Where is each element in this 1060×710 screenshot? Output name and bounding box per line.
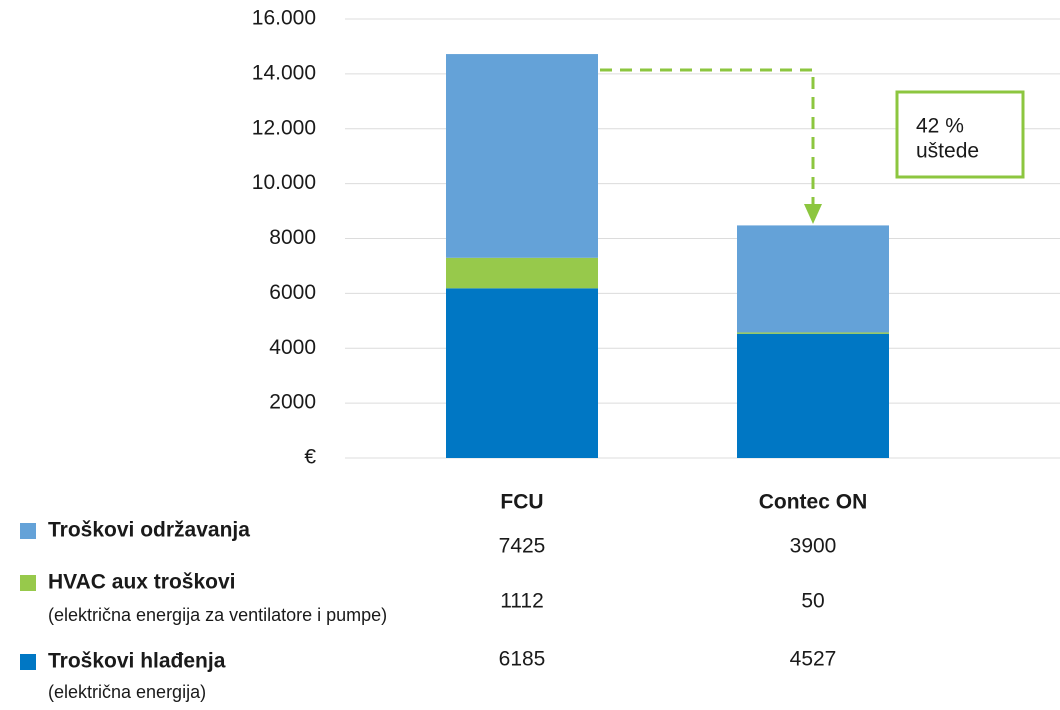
y-tick-label: 14.000 — [252, 61, 316, 84]
y-tick-label: 8000 — [269, 226, 316, 249]
annotation: 42 % — [916, 115, 964, 138]
bar-segment — [737, 225, 889, 333]
table-value: 3900 — [790, 535, 837, 558]
annotation: uštede — [916, 140, 979, 163]
table-value: 1112 — [500, 590, 544, 613]
y-tick-label: 2000 — [269, 391, 316, 414]
legend-swatch — [20, 654, 36, 670]
legend-swatch — [20, 523, 36, 539]
y-tick-label: 10.000 — [252, 171, 316, 194]
y-tick-label: 6000 — [269, 281, 316, 304]
bar-segment — [446, 54, 598, 258]
table-value: 50 — [801, 590, 824, 613]
bar-segment — [446, 257, 598, 289]
arrow-head — [804, 204, 822, 224]
legend-label: Troškovi hlađenja — [48, 650, 226, 673]
category-label: FCU — [500, 491, 543, 514]
bar-segment — [737, 333, 889, 458]
legend-note: (električna energija za ventilatore i pu… — [48, 605, 387, 625]
bar-segment — [737, 332, 889, 334]
table-value: 4527 — [790, 648, 837, 671]
category-label: Contec ON — [759, 491, 868, 514]
legend-swatch — [20, 575, 36, 591]
legend-note: (električna energija) — [48, 682, 206, 702]
y-tick-label: 16.000 — [252, 7, 316, 30]
annotation-box — [895, 90, 1025, 179]
savings-arrow — [600, 68, 815, 208]
y-tick-label: 12.000 — [252, 116, 316, 139]
legend-label: HVAC aux troškovi — [48, 571, 236, 594]
table-value: 6185 — [499, 648, 546, 671]
table-value: 7425 — [499, 535, 546, 558]
bar-segment — [446, 288, 598, 458]
legend-label: Troškovi održavanja — [48, 519, 250, 542]
y-tick-label: 4000 — [269, 336, 316, 359]
y-tick-label: € — [304, 446, 316, 469]
